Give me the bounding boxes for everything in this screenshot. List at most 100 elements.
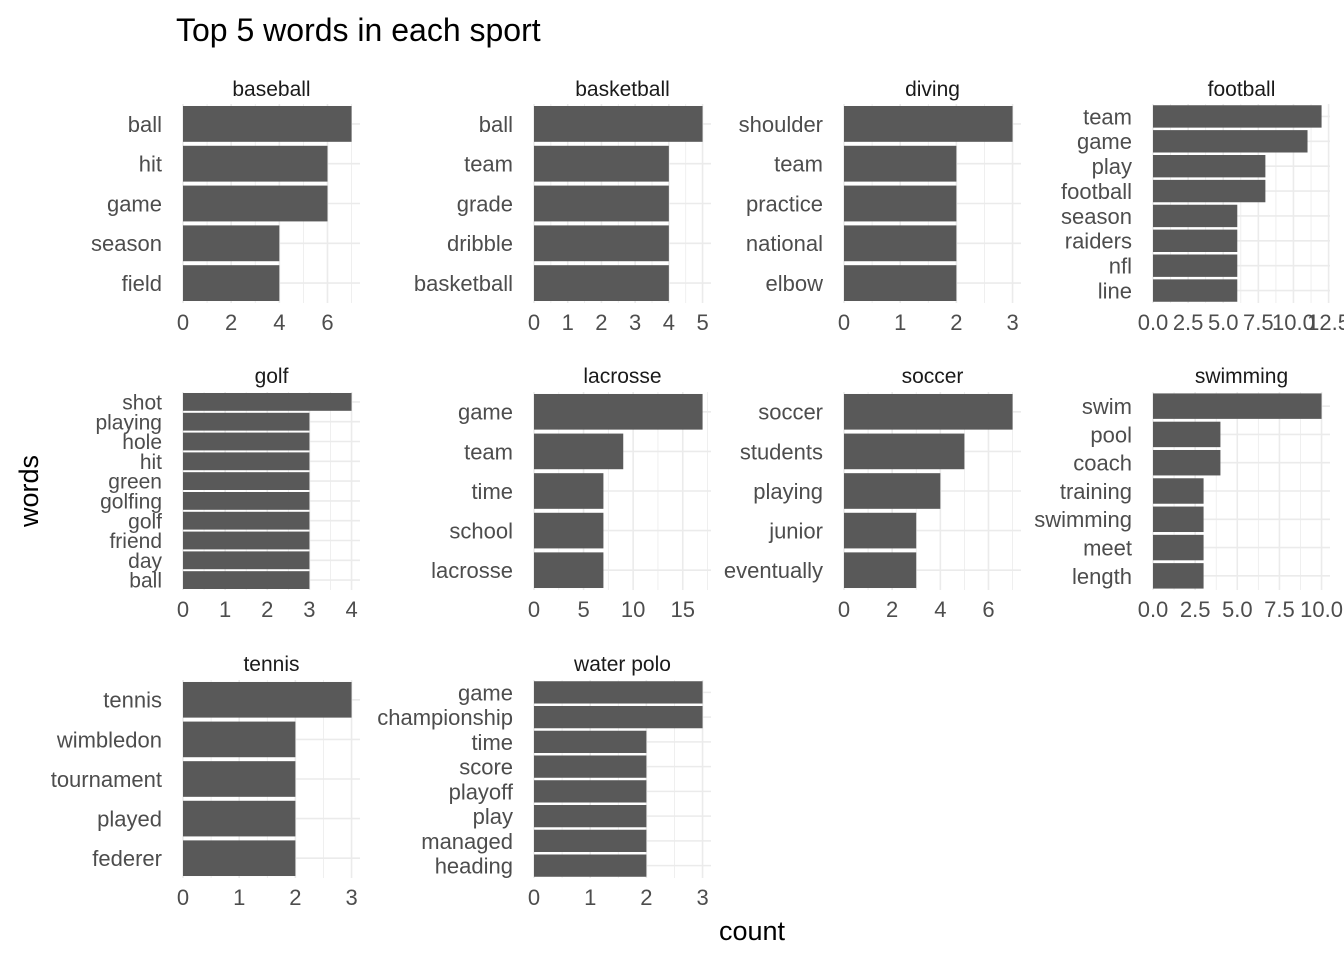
y-tick-label: national bbox=[746, 231, 823, 256]
x-tick-label: 0 bbox=[528, 597, 540, 622]
y-tick-label: basketball bbox=[414, 271, 513, 296]
x-tick-label: 2.5 bbox=[1173, 310, 1204, 335]
bar-green bbox=[183, 472, 310, 491]
bar-played bbox=[183, 800, 296, 837]
x-tick-label: 7.5 bbox=[1243, 310, 1274, 335]
x-tick-label: 10.0 bbox=[1272, 310, 1315, 335]
y-tick-label: length bbox=[1072, 564, 1132, 589]
bar-ball bbox=[534, 105, 703, 142]
x-tick-label: 1 bbox=[219, 597, 231, 622]
x-tick-label: 2 bbox=[261, 597, 273, 622]
y-tick-label: played bbox=[97, 807, 162, 832]
bar-practice bbox=[844, 185, 957, 222]
panel-title: water polo bbox=[573, 653, 671, 676]
y-tick-label: students bbox=[740, 439, 823, 464]
y-tick-label: wimbledon bbox=[56, 727, 162, 752]
y-tick-label: meet bbox=[1083, 535, 1132, 560]
x-tick-label: 1 bbox=[894, 310, 906, 335]
x-tick-label: 3 bbox=[303, 597, 315, 622]
bar-playing bbox=[183, 412, 310, 431]
y-tick-label: game bbox=[458, 400, 513, 425]
y-tick-label: season bbox=[1061, 204, 1132, 229]
y-tick-label: shot bbox=[122, 391, 162, 414]
y-tick-label: friend bbox=[109, 530, 162, 553]
y-tick-label: play bbox=[473, 804, 513, 829]
y-tick-label: championship bbox=[377, 705, 513, 730]
bar-time bbox=[534, 730, 647, 754]
bar-raiders bbox=[1153, 229, 1238, 253]
bar-line bbox=[1153, 279, 1238, 302]
x-tick-label: 0.0 bbox=[1138, 597, 1169, 622]
bar-shoulder bbox=[844, 105, 1013, 142]
chart-title: Top 5 words in each sport bbox=[176, 12, 541, 48]
y-tick-label: playing bbox=[753, 479, 823, 504]
x-tick-label: 0 bbox=[177, 885, 189, 910]
y-tick-label: team bbox=[1083, 104, 1132, 129]
y-tick-label: score bbox=[459, 755, 513, 780]
bar-managed bbox=[534, 829, 647, 853]
panel-title: basketball bbox=[575, 78, 670, 101]
y-tick-label: team bbox=[774, 152, 823, 177]
y-tick-label: green bbox=[108, 471, 162, 494]
x-tick-label: 2.5 bbox=[1180, 597, 1211, 622]
y-axis-label: words bbox=[14, 455, 44, 528]
x-tick-label: 4 bbox=[273, 310, 285, 335]
bar-length bbox=[1153, 563, 1204, 589]
x-tick-label: 10 bbox=[621, 597, 645, 622]
bar-basketball bbox=[534, 265, 669, 302]
bar-swimming bbox=[1153, 506, 1204, 533]
bar-pool bbox=[1153, 421, 1221, 448]
bar-meet bbox=[1153, 534, 1204, 561]
facet-panel-baseball: baseball ball hit game season field 0 2 4 6 bbox=[91, 78, 360, 335]
x-tick-label: 10.0 bbox=[1300, 597, 1343, 622]
y-tick-label: hit bbox=[139, 152, 162, 177]
bar-ball bbox=[183, 571, 310, 590]
panel-title: baseball bbox=[232, 78, 310, 101]
x-tick-label: 4 bbox=[934, 597, 946, 622]
x-tick-label: 0 bbox=[838, 310, 850, 335]
y-tick-label: elbow bbox=[766, 271, 824, 296]
bar-training bbox=[1153, 478, 1204, 504]
x-tick-label: 1 bbox=[233, 885, 245, 910]
y-tick-label: ball bbox=[129, 570, 162, 593]
facet-panel-soccer: soccer soccer students playing junior eventua… bbox=[724, 365, 1021, 622]
bar-play bbox=[534, 804, 647, 828]
x-tick-label: 2 bbox=[640, 885, 652, 910]
x-tick-label: 2 bbox=[595, 310, 607, 335]
y-tick-label: time bbox=[471, 730, 513, 755]
x-tick-label: 6 bbox=[321, 310, 333, 335]
x-tick-label: 2 bbox=[225, 310, 237, 335]
y-tick-label: shoulder bbox=[739, 112, 823, 137]
bar-students bbox=[844, 433, 965, 470]
y-tick-label: field bbox=[122, 271, 162, 296]
bar-national bbox=[844, 225, 957, 262]
bar-coach bbox=[1153, 449, 1221, 476]
y-tick-label: eventually bbox=[724, 558, 823, 583]
x-axis-label: count bbox=[719, 916, 786, 946]
x-tick-label: 0 bbox=[528, 885, 540, 910]
x-tick-label: 4 bbox=[663, 310, 675, 335]
y-tick-label: soccer bbox=[758, 400, 823, 425]
facet-panel-diving: diving shoulder team practice national elbow 0… bbox=[739, 78, 1021, 335]
bar-shot bbox=[183, 392, 352, 411]
bar-elbow bbox=[844, 265, 957, 302]
y-tick-label: training bbox=[1060, 479, 1132, 504]
panel-title: football bbox=[1208, 78, 1276, 101]
bar-hit bbox=[183, 145, 328, 182]
panel-title: soccer bbox=[902, 365, 964, 388]
bar-team bbox=[844, 145, 957, 182]
x-tick-label: 3 bbox=[629, 310, 641, 335]
x-tick-label: 0 bbox=[528, 310, 540, 335]
bar-game bbox=[534, 393, 703, 430]
bar-score bbox=[534, 755, 647, 778]
y-tick-label: heading bbox=[435, 854, 513, 879]
y-tick-label: day bbox=[128, 550, 162, 573]
y-tick-label: practice bbox=[746, 191, 823, 216]
bar-lacrosse bbox=[534, 552, 604, 589]
bar-football bbox=[1153, 179, 1266, 203]
facet-panel-golf: golfshotplayingholehitgreengolfinggolffr… bbox=[95, 365, 360, 622]
bar-tournament bbox=[183, 761, 296, 797]
panel-title: lacrosse bbox=[583, 365, 661, 388]
x-tick-label: 5.0 bbox=[1208, 310, 1239, 335]
x-tick-label: 3 bbox=[345, 885, 357, 910]
